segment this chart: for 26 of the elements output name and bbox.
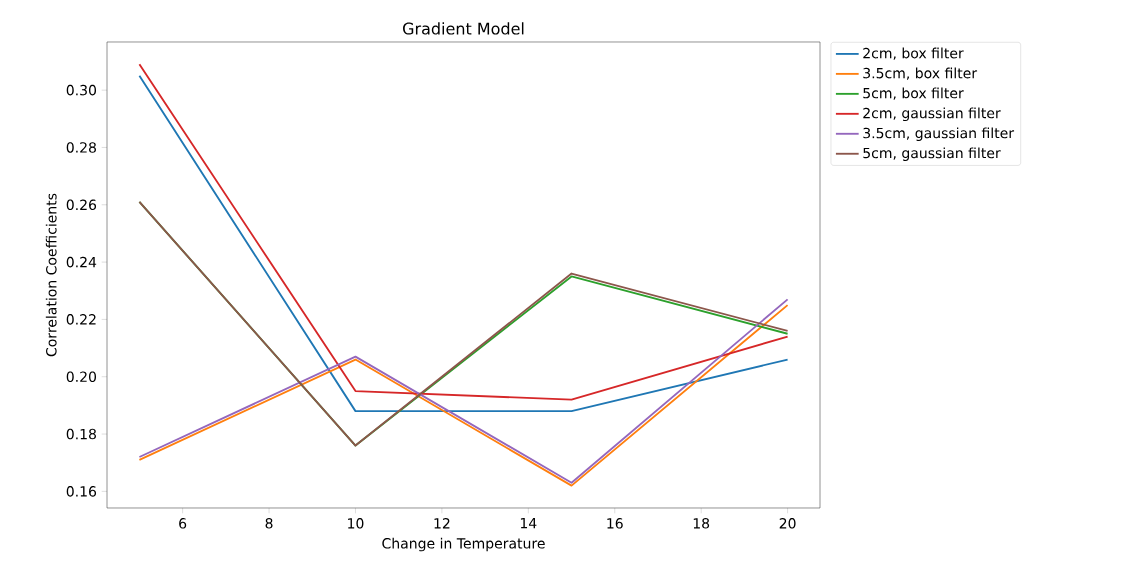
legend-label: 5cm, gaussian filter xyxy=(863,147,1001,161)
x-tick-label: 16 xyxy=(607,518,623,529)
x-tick-label: 8 xyxy=(265,518,273,529)
chart-title: Gradient Model xyxy=(403,22,524,35)
y-tick-label: 0.26 xyxy=(66,199,97,211)
x-tick-label: 20 xyxy=(779,518,796,529)
x-tick-label: 18 xyxy=(693,518,710,529)
legend-label: 3.5cm, box filter xyxy=(863,67,978,80)
y-tick-label: 0.28 xyxy=(66,142,96,153)
y-tick-label: 0.30 xyxy=(66,84,97,96)
legend-label: 2cm, box filter xyxy=(863,47,964,60)
legend-label: 5cm, box filter xyxy=(863,87,964,100)
legend-label: 3.5cm, gaussian filter xyxy=(863,127,1015,142)
x-axis-title: Change in Temperature xyxy=(382,537,545,552)
y-tick-label: 0.22 xyxy=(66,314,96,325)
y-axis-title: Correlation Coefficients xyxy=(45,193,57,357)
y-tick-label: 0.24 xyxy=(66,256,97,268)
line-series xyxy=(138,200,789,447)
x-tick-label: 6 xyxy=(179,518,187,529)
y-tick-label: 0.20 xyxy=(66,371,97,383)
x-tick-label: 14 xyxy=(520,518,537,529)
x-tick-label: 10 xyxy=(348,518,364,529)
y-tick-label: 0.18 xyxy=(66,428,96,440)
y-tick-label: 0.16 xyxy=(66,486,97,497)
x-tick-label: 12 xyxy=(434,518,450,529)
legend-label: 2cm, gaussian filter xyxy=(863,107,1001,122)
